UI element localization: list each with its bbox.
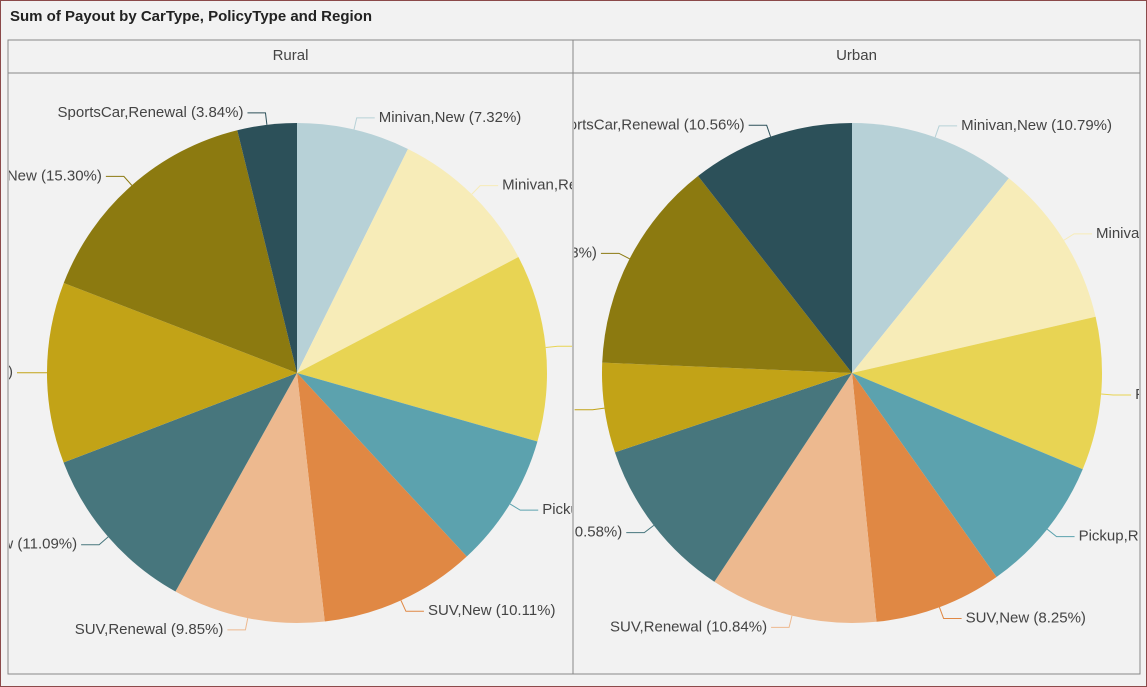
data-label: Minivan,New (7.32%) bbox=[379, 109, 522, 126]
pie-slice bbox=[297, 123, 408, 373]
leader-line bbox=[626, 524, 655, 534]
facet-title: Rural bbox=[273, 47, 309, 64]
facet-title: Urban bbox=[836, 47, 877, 64]
data-label: SportsCar,New (13.78%) bbox=[431, 244, 597, 261]
leader-line bbox=[934, 125, 958, 138]
data-label: Pickup,Renewal (8.90%) bbox=[1079, 528, 1147, 545]
pie-slice bbox=[614, 373, 852, 582]
pie-slice bbox=[698, 123, 852, 373]
pie-slice bbox=[714, 373, 877, 624]
leader-line bbox=[1046, 528, 1075, 538]
pie-slice bbox=[297, 373, 467, 622]
data-label: SUV,Renewal (10.84%) bbox=[610, 618, 767, 635]
pie-slice bbox=[175, 373, 325, 623]
leader-line bbox=[771, 615, 793, 628]
leader-line bbox=[471, 185, 499, 195]
facet: Minivan,New (7.32%) Minivan,Renewal (10.0… bbox=[0, 104, 706, 638]
pie-slice bbox=[852, 373, 997, 622]
pie-slice bbox=[297, 256, 548, 442]
pies: Minivan,New (7.32%) Minivan,Renewal (10.0… bbox=[0, 47, 1147, 638]
leader-line bbox=[938, 607, 962, 619]
pie-slice bbox=[852, 373, 1083, 577]
data-label: Sedan,New (11.09%) bbox=[0, 536, 77, 553]
leader-line bbox=[748, 124, 772, 137]
data-label: SportsCar,New (15.30%) bbox=[0, 167, 102, 184]
pie-slice bbox=[63, 373, 297, 592]
leader-line bbox=[509, 503, 539, 511]
leader-line bbox=[545, 345, 572, 348]
pie-slice bbox=[63, 130, 297, 373]
leader-line bbox=[247, 112, 268, 125]
pie-slice bbox=[852, 178, 1096, 373]
leader-line bbox=[105, 175, 133, 186]
leader-line bbox=[1063, 233, 1093, 241]
leader-line bbox=[1101, 393, 1132, 396]
facet-frame bbox=[7, 39, 1141, 675]
data-label: SUV,New (10.11%) bbox=[428, 602, 556, 619]
data-label: Sedan,Renewal (11.69%) bbox=[0, 364, 13, 381]
leader-line bbox=[353, 117, 375, 130]
facet: Minivan,New (10.79%) Minivan,Renewal (10.… bbox=[431, 116, 1147, 635]
data-label: SUV,Renewal (9.85%) bbox=[75, 621, 224, 638]
pie-slice bbox=[297, 373, 538, 557]
pie-slice bbox=[602, 362, 852, 453]
data-label: SportsCar,Renewal (10.56%) bbox=[550, 116, 744, 133]
data-label: Minivan,New (10.79%) bbox=[961, 117, 1112, 134]
data-label: Pickup,Renewal (8.70%) bbox=[542, 501, 706, 518]
pie-slice bbox=[852, 316, 1102, 470]
leader-line bbox=[574, 407, 605, 411]
pie-slice bbox=[602, 176, 852, 373]
leader-line bbox=[600, 252, 630, 260]
pie-slice bbox=[852, 123, 1009, 373]
data-label: Minivan,Renewal (10.60%) bbox=[1096, 225, 1147, 242]
leader-line bbox=[400, 600, 424, 612]
data-label: Pickup,New (9.90%) bbox=[1135, 386, 1147, 403]
chart-title: Sum of Payout by CarType, PolicyType and… bbox=[10, 8, 372, 25]
pie-slice bbox=[237, 123, 297, 373]
leader-line bbox=[81, 536, 109, 546]
data-label: SUV,New (8.25%) bbox=[966, 609, 1086, 626]
pie-slice bbox=[297, 148, 519, 373]
data-label: Sedan,New (10.58%) bbox=[480, 524, 623, 541]
data-label: Minivan,Renewal (10.00%) bbox=[502, 177, 681, 194]
data-label: SportsCar,Renewal (3.84%) bbox=[58, 104, 244, 121]
leader-line bbox=[227, 618, 249, 631]
pie-slice bbox=[47, 283, 298, 463]
